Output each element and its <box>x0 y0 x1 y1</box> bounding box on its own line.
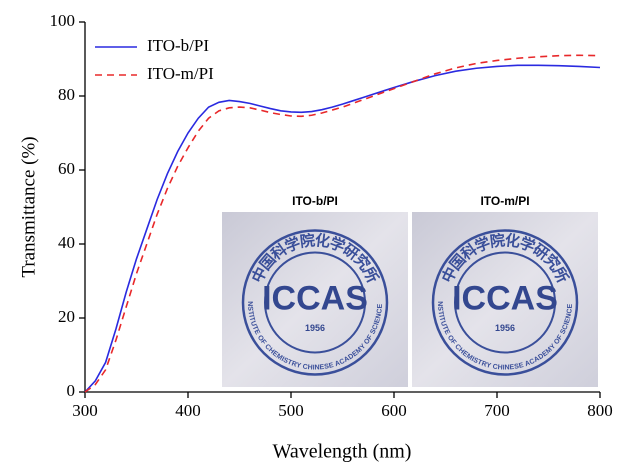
series-line <box>84 54 601 393</box>
photo: ITO-b/PI中国科学院化学研究所INSTITUTE OF CHEMISTRY… <box>0 0 408 387</box>
x-tick-label: 400 <box>175 401 201 420</box>
x-axis-label: Wavelength (nm) <box>273 441 412 463</box>
x-tick-label: 600 <box>381 401 407 420</box>
series-line <box>84 64 601 393</box>
photo-label: ITO-m/PI <box>480 194 529 208</box>
photo-bg <box>222 212 408 387</box>
photo-bg <box>412 212 598 387</box>
logo-ring <box>241 229 389 376</box>
legend-label: ITO-m/PI <box>147 64 214 83</box>
y-tick-label: 100 <box>50 11 76 30</box>
x-tick-label: 700 <box>484 401 510 420</box>
logo-text: ICCAS <box>452 279 558 317</box>
x-tick-label: 300 <box>72 401 98 420</box>
legend-label: ITO-b/PI <box>147 36 209 55</box>
y-tick-label: 20 <box>58 307 75 326</box>
logo-year: 1956 <box>305 323 325 333</box>
y-axis-label: Transmittance (%) <box>18 136 39 277</box>
logo-inner <box>454 251 556 354</box>
y-tick-label: 80 <box>58 85 75 104</box>
x-tick-label: 800 <box>587 401 613 420</box>
y-tick-label: 0 <box>67 381 76 400</box>
y-tick-label: 60 <box>58 159 75 178</box>
y-tick-label: 40 <box>58 233 75 252</box>
logo-inner <box>264 251 366 354</box>
logo-year: 1956 <box>495 323 515 333</box>
logo-ring <box>431 229 579 376</box>
logo-text: ICCAS <box>262 279 368 317</box>
x-tick-label: 500 <box>278 401 304 420</box>
photo-label: ITO-b/PI <box>292 194 338 208</box>
